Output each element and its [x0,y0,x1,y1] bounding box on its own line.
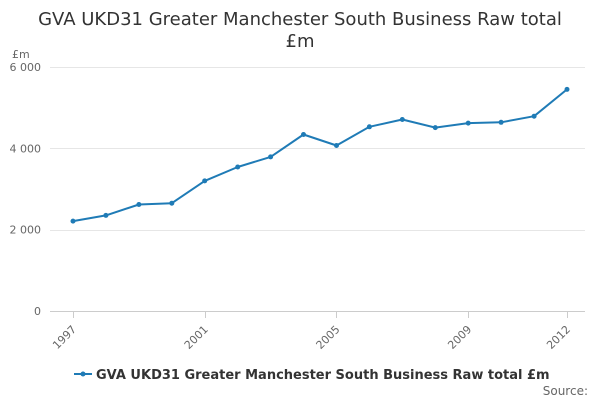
data-point[interactable] [498,119,504,125]
y-axis-unit-label: £m [12,48,30,61]
x-tick-label: 2005 [314,323,343,352]
data-point[interactable] [465,120,471,126]
x-tick-label: 2001 [182,323,211,352]
source-label: Source: [543,384,588,398]
y-tick-label: 6 000 [10,61,42,74]
data-point[interactable] [301,132,306,137]
data-point[interactable] [136,202,142,207]
data-point[interactable] [169,200,175,206]
x-tick-label: 1997 [50,323,79,352]
legend-label: GVA UKD31 Greater Manchester South Busin… [96,368,550,383]
series-layer [70,86,570,224]
data-point[interactable] [103,212,109,218]
y-tick-label: 4 000 [10,142,42,155]
data-point[interactable] [334,143,339,148]
data-point[interactable] [202,178,208,184]
y-tick-label: 2 000 [10,224,42,237]
y-tick-label: 0 [34,305,41,318]
legend-marker-icon [80,371,86,377]
data-point[interactable] [432,125,438,131]
data-point[interactable] [564,86,570,92]
y-tick-labels: 0 2 000 4 000 6 000 [10,61,42,318]
chart-title-line-2: £m [286,31,315,52]
series-line [72,88,568,223]
data-point[interactable] [235,164,241,170]
data-point[interactable] [531,113,537,119]
x-axis: 1997 2001 2005 2009 2012 [50,312,573,352]
data-point[interactable] [366,124,372,130]
data-point[interactable] [70,218,76,224]
data-point[interactable] [268,154,274,160]
y-gridlines [50,67,585,312]
x-tick-label: 2012 [544,323,573,352]
chart-title-line-1: GVA UKD31 Greater Manchester South Busin… [38,9,562,30]
legend[interactable]: GVA UKD31 Greater Manchester South Busin… [74,368,550,383]
data-point[interactable] [399,117,405,122]
x-tick-label: 2009 [445,323,474,352]
